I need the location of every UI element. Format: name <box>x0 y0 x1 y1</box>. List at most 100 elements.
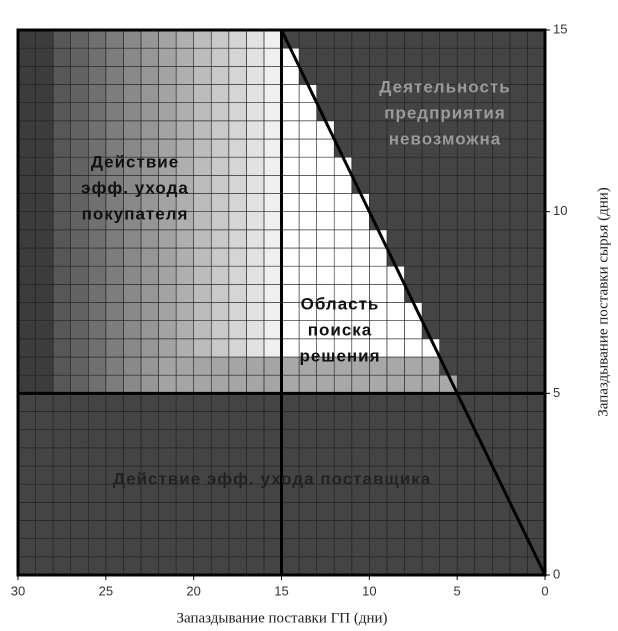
cell <box>158 338 177 358</box>
cell <box>228 211 247 231</box>
cell <box>421 265 440 285</box>
cell <box>246 320 265 340</box>
cell <box>527 175 546 194</box>
cell <box>491 556 511 576</box>
cell <box>35 120 54 140</box>
cell <box>491 429 511 449</box>
cell <box>35 356 54 376</box>
cell <box>52 47 72 67</box>
cell <box>456 520 476 539</box>
cell <box>404 538 423 558</box>
cell <box>474 374 493 394</box>
cell <box>158 265 177 285</box>
cell <box>369 538 388 558</box>
cell <box>175 229 194 249</box>
cell <box>527 393 546 412</box>
cell <box>509 175 528 194</box>
cell <box>316 211 335 231</box>
cell <box>210 338 230 358</box>
cell <box>123 66 142 85</box>
cell <box>210 229 230 249</box>
cell <box>491 247 511 267</box>
cell <box>298 447 317 467</box>
cell <box>35 175 54 194</box>
cell <box>35 320 54 340</box>
cell <box>140 102 159 122</box>
cell <box>527 156 546 176</box>
cell <box>35 247 54 267</box>
cell <box>246 338 265 358</box>
cell <box>246 302 265 321</box>
cell <box>386 229 405 249</box>
cell <box>70 120 89 140</box>
cell <box>210 502 230 521</box>
x-axis-label: Запаздывание поставки ГП (дни) <box>176 610 387 626</box>
cell <box>158 120 177 140</box>
cell <box>281 284 300 303</box>
cell <box>123 356 142 376</box>
cell <box>175 102 194 122</box>
cell <box>228 502 247 521</box>
cell <box>17 520 36 539</box>
cell <box>281 138 300 158</box>
cell <box>491 47 511 67</box>
cell <box>316 193 335 212</box>
cell <box>140 47 159 67</box>
cell <box>17 284 36 303</box>
cell <box>333 229 353 249</box>
cell <box>35 374 54 394</box>
cell <box>298 374 317 394</box>
cell <box>123 284 142 303</box>
cell <box>456 47 476 67</box>
cell <box>386 556 405 576</box>
cell <box>123 29 142 49</box>
cell <box>333 556 353 576</box>
cell <box>246 229 265 249</box>
cell <box>509 265 528 285</box>
cell <box>421 447 440 467</box>
cell <box>298 193 317 212</box>
y-tick-label: 15 <box>553 21 567 36</box>
cell <box>193 302 212 321</box>
cell <box>474 502 493 521</box>
cell <box>404 156 423 176</box>
cell <box>52 211 72 231</box>
cell <box>35 556 54 576</box>
cell <box>386 411 405 430</box>
cell <box>175 447 194 467</box>
cell <box>17 247 36 267</box>
cell <box>439 47 458 67</box>
cell <box>35 483 54 503</box>
cell <box>316 47 335 67</box>
cell <box>527 429 546 449</box>
cell <box>369 120 388 140</box>
cell <box>246 265 265 285</box>
cell <box>369 47 388 67</box>
cell <box>87 66 107 85</box>
cell <box>421 211 440 231</box>
cell <box>193 284 212 303</box>
cell <box>263 520 282 539</box>
cell <box>210 66 230 85</box>
cell <box>52 502 72 521</box>
cell <box>87 356 107 376</box>
cell <box>105 47 124 67</box>
cell <box>281 302 300 321</box>
cell <box>316 393 335 412</box>
cell <box>105 84 124 103</box>
cell <box>123 265 142 285</box>
cell <box>351 393 370 412</box>
cell <box>52 302 72 321</box>
cell <box>246 84 265 103</box>
cell <box>421 302 440 321</box>
cell <box>439 302 458 321</box>
cell <box>474 538 493 558</box>
cell <box>281 320 300 340</box>
cell <box>333 538 353 558</box>
cell <box>263 175 282 194</box>
cell <box>246 193 265 212</box>
cell <box>456 538 476 558</box>
cell <box>474 175 493 194</box>
cell <box>140 120 159 140</box>
cell <box>316 538 335 558</box>
